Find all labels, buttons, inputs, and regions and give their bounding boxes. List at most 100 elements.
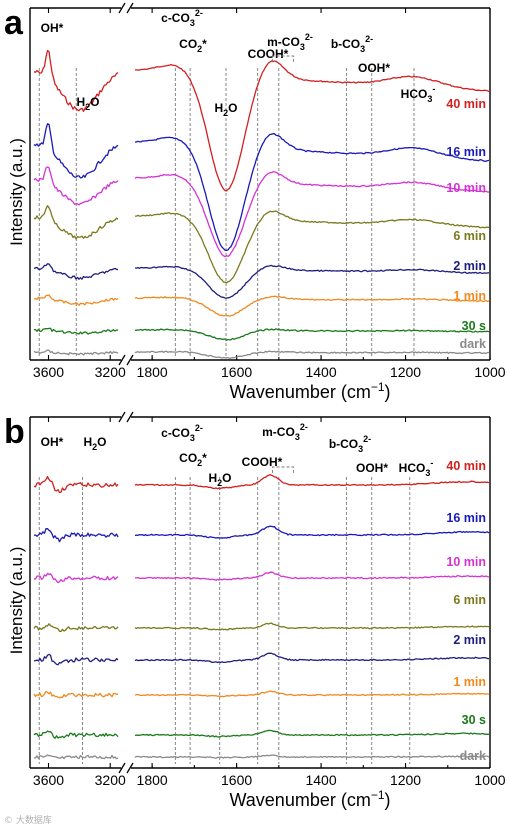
annotation-cooh: COOH* [242, 455, 283, 469]
trace-right-2-min [134, 652, 490, 664]
trace-left-6-min [33, 205, 119, 240]
annotation-hco3: HCO3- [399, 458, 434, 478]
annotation-co2: CO2* [179, 451, 207, 468]
x-tick-label: 1000 [474, 772, 505, 788]
x-tick-label: 1800 [137, 772, 168, 788]
trace-left-1-min [33, 690, 119, 699]
x-axis-label-end: ) [385, 382, 391, 402]
y-axis-label: Intensity (a.u.) [7, 547, 26, 655]
trace-left-16-min [33, 123, 119, 179]
x-tick-label: 1000 [474, 364, 505, 380]
x-axis-label: Wavenumber (cm−1) [229, 788, 390, 810]
x-tick-label: 1200 [390, 364, 421, 380]
x-axis-label-end: ) [385, 790, 391, 810]
trace-right-40-min [134, 473, 490, 490]
series-label-16-min: 16 min [446, 511, 486, 525]
annotation-c-co3: c-CO32- [161, 8, 203, 28]
annotation-b-co3: b-CO32- [329, 434, 371, 454]
panel-label: b [4, 413, 25, 451]
series-label-30-s: 30 s [462, 713, 486, 727]
axis-break-mark [126, 762, 134, 774]
annotation-h2o-r: H2O [214, 101, 237, 118]
watermark: © 大数据库 [4, 814, 52, 826]
x-axis-label-sup: −1 [371, 788, 385, 802]
trace-right-dark [134, 350, 489, 360]
series-label-dark: dark [460, 749, 486, 763]
series-label-6-min: 6 min [453, 593, 486, 607]
trace-right-dark [134, 754, 490, 759]
trace-left-40-min [33, 475, 119, 494]
annotation-oh: OH* [41, 435, 64, 449]
series-label-10-min: 10 min [446, 181, 486, 195]
trace-left-dark [33, 754, 119, 760]
series-label-6-min: 6 min [453, 229, 486, 243]
y-axis-label: Intensity (a.u.) [7, 138, 26, 246]
trace-left-10-min [33, 572, 119, 584]
x-tick-label: 1400 [305, 364, 336, 380]
x-tick-label: 1600 [221, 364, 252, 380]
series-label-1-min: 1 min [453, 675, 486, 689]
axis-break-mark [118, 411, 126, 423]
trace-left-30-s [34, 327, 119, 335]
series-label-16-min: 16 min [446, 145, 486, 159]
series-label-2-min: 2 min [453, 633, 486, 647]
x-tick-label: 3600 [33, 364, 64, 380]
annotation-m-co3: m-CO32- [262, 422, 308, 442]
annotation-ooh: OOH* [356, 461, 388, 475]
trace-right-40-min [134, 60, 490, 192]
trace-left-2-min [33, 263, 119, 280]
annotation-h2o-r: H2O [208, 471, 231, 488]
annotation-cooh: COOH* [248, 47, 289, 61]
m-co3-bracket [272, 55, 295, 62]
x-axis-label-sup: −1 [371, 380, 385, 394]
series-label-2-min: 2 min [453, 259, 486, 273]
trace-right-10-min [134, 171, 489, 258]
axis-break-mark [126, 2, 134, 14]
trace-right-16-min [134, 525, 490, 539]
trace-right-6-min [134, 622, 490, 631]
trace-right-16-min [134, 133, 490, 252]
trace-right-6-min [135, 210, 489, 284]
trace-left-16-min [33, 527, 119, 543]
x-axis-label: Wavenumber (cm−1) [229, 380, 390, 402]
trace-left-1-min [33, 294, 119, 306]
annotation-h2o-l: H2O [83, 435, 106, 452]
trace-right-30-s [134, 729, 490, 738]
axis-break-mark [118, 2, 126, 14]
trace-right-1-min [134, 295, 490, 317]
trace-left-2-min [33, 653, 119, 666]
x-tick-label: 3200 [95, 772, 126, 788]
axis-break-mark [126, 354, 134, 366]
trace-right-10-min [134, 571, 490, 581]
series-label-10-min: 10 min [446, 555, 486, 569]
series-label-dark: dark [460, 337, 486, 351]
x-tick-label: 1600 [221, 772, 252, 788]
x-tick-label: 1400 [305, 772, 336, 788]
x-tick-label: 1800 [137, 364, 168, 380]
annotation-co2: CO2* [179, 37, 207, 54]
panel-label: a [4, 4, 24, 42]
annotation-oh: OH* [41, 21, 64, 35]
annotation-m-co3: m-CO32- [267, 32, 313, 52]
trace-left-dark [33, 349, 119, 356]
trace-left-6-min [33, 623, 119, 632]
axis-break-mark [126, 411, 134, 423]
annotation-h2o-l: H2O [76, 95, 99, 112]
trace-left-30-s [33, 730, 119, 739]
series-label-40-min: 40 min [446, 97, 486, 111]
series-label-40-min: 40 min [446, 459, 486, 473]
m-co3-bracket [272, 466, 295, 473]
series-label-1-min: 1 min [453, 289, 486, 303]
trace-right-1-min [134, 690, 490, 698]
x-tick-label: 3600 [33, 772, 64, 788]
annotation-ooh: OOH* [358, 61, 390, 75]
panel-b: 3600 3200 1800 1600 1400 1200 1000 Wavenumber (… [4, 411, 506, 810]
annotation-hco3: HCO3- [401, 84, 436, 104]
trace-left-40-min [33, 49, 119, 113]
trace-right-2-min [134, 264, 490, 299]
panel-a: 3600 3200 1800 1600 1400 1200 1000 Wavenumber (… [4, 2, 506, 402]
annotation-c-co3: c-CO32- [161, 423, 203, 443]
trace-left-10-min [33, 166, 119, 206]
x-tick-label: 1200 [390, 772, 421, 788]
